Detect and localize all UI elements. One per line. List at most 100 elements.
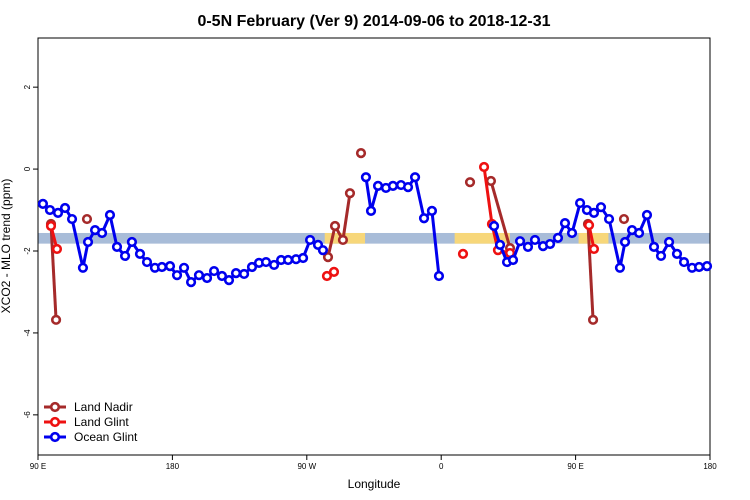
series-point: [317, 245, 329, 256]
series-point: [488, 220, 500, 232]
series-point: [193, 270, 205, 281]
x-tick-label: 90 W: [297, 462, 316, 471]
series-point: [260, 256, 272, 268]
series-point: [185, 277, 197, 288]
y-tick-label: -4: [23, 329, 32, 337]
y-tick-label: -6: [23, 411, 32, 419]
series-line: [49, 223, 58, 320]
series-point: [614, 262, 626, 273]
series-point: [641, 209, 653, 221]
series-point: [216, 270, 228, 282]
reference-band: [38, 232, 710, 244]
series-point: [77, 262, 89, 273]
series-point: [321, 270, 333, 282]
series-point: [574, 197, 586, 209]
series-point: [457, 248, 469, 259]
chart-title: 0-5N February (Ver 9) 2014-09-06 to 2018…: [197, 13, 550, 30]
series-line: [326, 193, 352, 258]
series-point: [507, 254, 519, 266]
series-line: [586, 223, 595, 320]
series-point: [426, 205, 438, 216]
series-point: [544, 238, 556, 250]
series-line: [364, 173, 441, 277]
series-point: [141, 256, 153, 268]
series-point: [701, 261, 713, 272]
series-point: [433, 270, 445, 282]
legend-label: Ocean Glint: [74, 430, 138, 444]
series-point: [583, 220, 595, 231]
series-point: [37, 198, 49, 209]
legend-marker: [49, 401, 61, 413]
series-point: [494, 239, 506, 250]
series-point: [81, 213, 93, 225]
series-point: [587, 314, 599, 325]
series-point: [588, 243, 600, 255]
series-point: [126, 236, 138, 248]
series-point: [201, 272, 213, 284]
series-point: [208, 265, 220, 277]
series-point: [238, 268, 250, 280]
band-highlight: [454, 232, 510, 244]
series-point: [648, 241, 660, 253]
series-point: [104, 209, 116, 221]
x-tick-label: 90 E: [567, 462, 583, 471]
series-point: [522, 241, 534, 253]
series-point: [559, 218, 571, 229]
series-point: [387, 180, 399, 191]
series-point: [529, 234, 541, 246]
x-tick-label: 180: [166, 462, 180, 471]
legend-marker: [49, 416, 61, 428]
series-point: [693, 261, 705, 273]
series-point: [283, 254, 294, 266]
legend-label: Land Nadir: [74, 400, 133, 414]
series-point: [678, 256, 690, 268]
series-point: [409, 172, 421, 183]
series-point: [134, 248, 146, 259]
series-point: [418, 213, 430, 224]
series-point: [50, 314, 62, 325]
series-point: [304, 234, 316, 246]
y-tick-label: 2: [23, 84, 32, 89]
series-point: [344, 188, 356, 199]
series-point: [360, 172, 372, 183]
series-point: [595, 202, 607, 213]
series-point: [663, 236, 675, 248]
y-tick-label: 0: [23, 166, 32, 171]
x-tick-label: 90 E: [30, 462, 46, 471]
series-point: [171, 270, 183, 281]
series-point: [51, 243, 63, 255]
series-point: [633, 227, 645, 239]
y-tick-label: -2: [23, 247, 32, 255]
series-point: [478, 161, 490, 173]
series-point: [268, 259, 280, 271]
series-line: [489, 180, 512, 249]
band-highlight: [578, 232, 609, 244]
series-point: [328, 266, 340, 277]
series-point: [119, 250, 131, 262]
series-point: [223, 274, 235, 286]
series-point: [329, 220, 341, 232]
legend-marker: [49, 431, 61, 443]
series-point: [111, 241, 123, 253]
series-point: [566, 227, 578, 239]
series-point: [44, 204, 56, 216]
series-point: [156, 261, 168, 273]
series-point: [464, 177, 476, 188]
series-point: [355, 148, 367, 159]
series-point: [164, 261, 176, 272]
series-point: [178, 262, 190, 273]
series-point: [66, 213, 78, 225]
series-point: [619, 236, 631, 248]
series-point: [514, 236, 526, 247]
x-tick-label: 0: [439, 462, 444, 471]
series-point: [552, 232, 564, 243]
series-point: [230, 268, 242, 279]
series-point: [365, 205, 377, 216]
series-point: [485, 175, 497, 187]
y-axis-label: XCO2 - MLO trend (ppm): [0, 179, 13, 314]
series-point: [671, 248, 683, 259]
series-point: [59, 202, 71, 214]
series-point: [372, 180, 384, 191]
series-point: [402, 182, 414, 193]
